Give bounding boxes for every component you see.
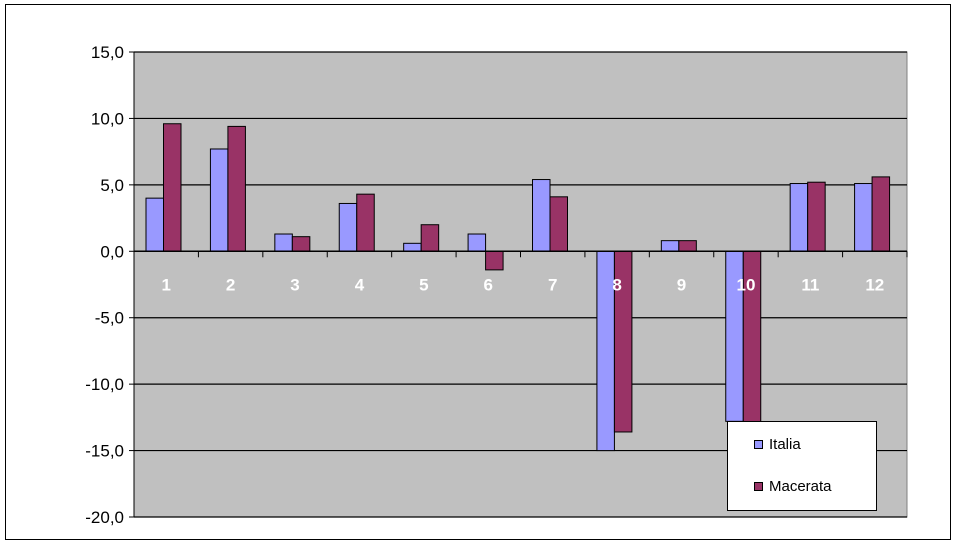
legend-item-macerata: Macerata	[754, 478, 832, 495]
x-tick-label: 4	[355, 275, 365, 294]
y-tick-label: 0,0	[100, 242, 124, 261]
y-tick-label: -20,0	[85, 508, 124, 527]
bar-macerata	[678, 240, 697, 252]
bar-italia	[854, 183, 873, 252]
legend-label-macerata: Macerata	[769, 478, 832, 495]
bar-macerata	[871, 176, 891, 252]
bar-macerata	[227, 125, 246, 252]
bar-italia	[338, 202, 358, 252]
x-tick-label: 11	[801, 275, 819, 294]
bar-macerata	[420, 224, 440, 252]
bar-italia	[660, 240, 680, 252]
y-tick-label: 5,0	[100, 176, 124, 195]
legend-swatch-italia	[754, 440, 763, 449]
legend-label-italia: Italia	[769, 436, 801, 453]
x-tick-label: 9	[677, 275, 686, 294]
y-tick-label: -15,0	[85, 442, 124, 461]
legend: Italia Macerata	[727, 421, 877, 511]
bar-italia	[532, 179, 551, 252]
legend-item-italia: Italia	[754, 436, 801, 453]
x-tick-label: 8	[612, 275, 621, 294]
y-tick-label: 10,0	[91, 109, 124, 128]
bar-macerata	[163, 123, 182, 252]
x-tick-label: 12	[865, 275, 884, 294]
x-tick-label: 5	[419, 275, 428, 294]
bar-macerata	[549, 196, 568, 252]
bar-italia	[209, 148, 229, 252]
legend-swatch-macerata	[754, 482, 763, 491]
x-tick-label: 3	[290, 275, 299, 294]
bar-italia	[789, 183, 809, 252]
y-tick-label: 15,0	[91, 43, 124, 62]
bar-macerata	[807, 181, 826, 252]
y-tick-label: -10,0	[85, 375, 124, 394]
bar-italia	[274, 233, 293, 252]
bar-macerata	[485, 250, 504, 271]
x-tick-label: 6	[484, 275, 493, 294]
y-tick-label: -5,0	[95, 309, 124, 328]
x-tick-label: 1	[161, 275, 170, 294]
x-tick-label: 7	[548, 275, 557, 294]
bar-macerata	[356, 193, 375, 252]
x-tick-label: 2	[226, 275, 235, 294]
bar-italia	[145, 197, 164, 252]
bar-macerata	[291, 236, 311, 252]
bar-italia	[403, 242, 422, 252]
x-tick-label: 10	[736, 275, 755, 294]
bar-italia	[467, 233, 487, 252]
